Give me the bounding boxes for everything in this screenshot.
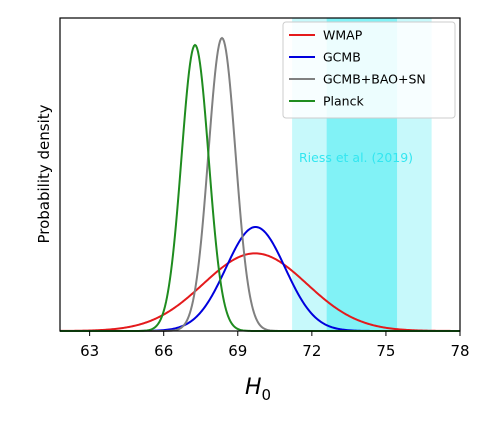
x-tick-label: 78 — [450, 342, 469, 360]
legend-label: Planck — [323, 94, 364, 109]
series-line-wmap — [60, 252, 460, 332]
legend: WMAP GCMB GCMB+BAO+SN Planck — [282, 21, 456, 119]
x-axis-label-sub: 0 — [262, 386, 272, 404]
legend-label: GCMB+BAO+SN — [323, 72, 426, 87]
y-axis-label: Probability density — [35, 104, 53, 243]
band-annotation: Riess et al. (2019) — [299, 150, 413, 165]
x-axis: 63 66 69 72 75 78 — [80, 331, 470, 360]
x-tick-label: 72 — [302, 342, 321, 360]
legend-box — [282, 21, 456, 119]
x-tick-label: 75 — [376, 342, 395, 360]
x-axis-label: H0 — [245, 375, 271, 404]
x-tick-label: 63 — [80, 342, 99, 360]
legend-label: GCMB — [323, 50, 361, 65]
x-tick-label: 69 — [228, 342, 247, 360]
x-axis-label-main: H — [245, 375, 262, 400]
plot-frame — [59, 17, 461, 332]
legend-label: WMAP — [323, 28, 363, 43]
x-tick-label: 66 — [154, 342, 173, 360]
